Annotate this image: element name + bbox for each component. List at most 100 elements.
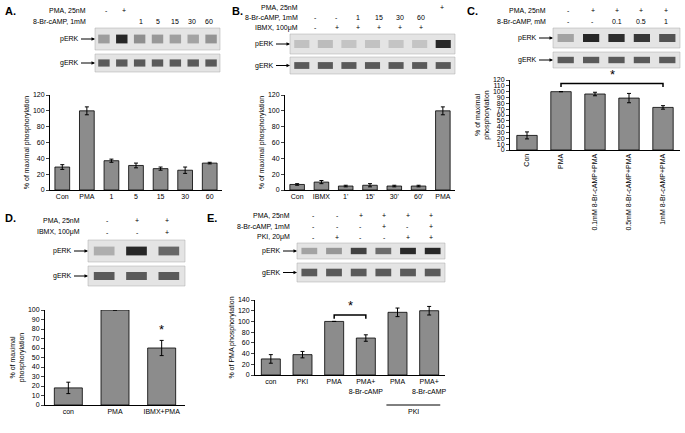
svg-text:100: 100 — [493, 88, 505, 95]
svg-text:A.: A. — [5, 5, 16, 17]
svg-text:-: - — [406, 223, 409, 230]
svg-text:100: 100 — [268, 107, 280, 114]
svg-text:80: 80 — [37, 123, 45, 130]
svg-text:E.: E. — [207, 212, 217, 224]
svg-text:Con: Con — [291, 193, 304, 200]
svg-text:con: con — [63, 408, 74, 415]
svg-text:PMA, 25nM: PMA, 25nM — [49, 7, 86, 14]
svg-text:+: + — [335, 234, 339, 241]
svg-text:30: 30 — [181, 193, 189, 200]
svg-text:IBMX, 100μM: IBMX, 100μM — [255, 24, 298, 32]
svg-text:15: 15 — [157, 193, 165, 200]
svg-text:+: + — [406, 234, 410, 241]
svg-text:-: - — [567, 7, 570, 14]
svg-text:50: 50 — [32, 354, 40, 361]
svg-text:60: 60 — [417, 14, 425, 21]
svg-text:PMA: PMA — [107, 408, 123, 415]
svg-text:0: 0 — [41, 186, 45, 193]
svg-text:+: + — [639, 7, 643, 14]
svg-text:+: + — [335, 24, 339, 31]
svg-text:15': 15' — [365, 193, 374, 200]
svg-text:80: 80 — [32, 325, 40, 332]
svg-text:1mM 8-Br-cAMP+PMA: 1mM 8-Br-cAMP+PMA — [659, 153, 666, 224]
svg-text:30: 30 — [497, 129, 505, 136]
svg-text:20: 20 — [37, 171, 45, 178]
svg-text:0.5: 0.5 — [636, 18, 646, 25]
svg-text:+: + — [419, 24, 423, 31]
svg-text:+: + — [165, 229, 169, 236]
svg-text:+: + — [440, 4, 444, 11]
svg-text:+: + — [382, 223, 386, 230]
svg-text:D.: D. — [5, 212, 16, 224]
svg-text:+: + — [382, 212, 386, 219]
svg-text:100: 100 — [28, 306, 40, 313]
svg-text:PMA, 25nM: PMA, 25nM — [509, 7, 546, 14]
svg-text:20: 20 — [32, 382, 40, 389]
svg-text:+: + — [406, 212, 410, 219]
svg-text:1: 1 — [109, 193, 113, 200]
svg-text:-: - — [105, 7, 108, 14]
svg-text:90: 90 — [32, 316, 40, 323]
svg-text:110: 110 — [493, 82, 504, 89]
svg-text:10: 10 — [32, 392, 40, 399]
svg-text:30: 30 — [396, 14, 404, 21]
svg-text:pERK: pERK — [255, 40, 274, 48]
svg-text:60: 60 — [32, 344, 40, 351]
svg-text:15: 15 — [171, 18, 179, 25]
svg-text:+: + — [356, 24, 360, 31]
svg-text:60: 60 — [242, 339, 250, 346]
svg-text:IBMX, 100μM: IBMX, 100μM — [37, 228, 80, 236]
svg-text:-: - — [136, 229, 139, 236]
svg-text:-: - — [106, 229, 109, 236]
svg-text:gERK: gERK — [262, 269, 281, 277]
svg-text:-: - — [359, 223, 362, 230]
svg-text:PMA: PMA — [327, 378, 343, 385]
svg-text:20: 20 — [497, 135, 505, 142]
svg-text:5: 5 — [134, 193, 138, 200]
svg-text:pERK: pERK — [53, 247, 72, 255]
svg-text:40: 40 — [497, 123, 505, 130]
svg-text:120: 120 — [33, 91, 45, 98]
svg-text:70: 70 — [32, 335, 40, 342]
svg-text:PMA: PMA — [390, 378, 406, 385]
svg-text:+: + — [429, 234, 433, 241]
svg-text:-: - — [336, 223, 339, 230]
svg-text:Con: Con — [56, 193, 69, 200]
svg-text:-: - — [335, 14, 338, 21]
svg-text:PKI: PKI — [408, 408, 419, 415]
svg-text:IBMX: IBMX — [313, 193, 330, 200]
svg-text:0: 0 — [36, 401, 40, 408]
svg-text:PMA+8-Br-cAMP: PMA+8-Br-cAMP — [412, 378, 447, 394]
svg-text:0.5mM 8-Br-cAMP+PMA: 0.5mM 8-Br-cAMP+PMA — [625, 153, 632, 230]
svg-text:1: 1 — [664, 18, 668, 25]
svg-text:Con: Con — [523, 154, 530, 167]
svg-text:+: + — [429, 223, 433, 230]
svg-text:60: 60 — [497, 111, 505, 118]
svg-text:-: - — [314, 14, 317, 21]
svg-text:-: - — [312, 234, 315, 241]
svg-text:*: * — [159, 322, 164, 337]
svg-text:30: 30 — [188, 18, 196, 25]
svg-text:PMA, 25nM: PMA, 25nM — [261, 4, 298, 11]
svg-text:-: - — [106, 217, 109, 224]
svg-text:-: - — [383, 234, 386, 241]
svg-text:40: 40 — [37, 155, 45, 162]
svg-text:90: 90 — [497, 94, 505, 101]
svg-text:% of maximal phosphorylation: % of maximal phosphorylation — [258, 96, 266, 189]
svg-text:8-Br-cAMP, mM: 8-Br-cAMP, mM — [497, 18, 546, 25]
svg-text:5: 5 — [156, 18, 160, 25]
svg-text:C.: C. — [467, 5, 478, 17]
svg-text:+: + — [135, 217, 139, 224]
svg-text:30': 30' — [390, 193, 399, 200]
svg-text:20: 20 — [242, 361, 250, 368]
svg-text:10: 10 — [497, 141, 505, 148]
svg-text:% of maximalphosphorylation: % of maximalphosphorylation — [9, 333, 26, 383]
svg-text:+: + — [165, 217, 169, 224]
svg-text:gERK: gERK — [518, 56, 537, 64]
svg-text:PMA: PMA — [79, 193, 95, 200]
svg-text:50: 50 — [497, 117, 505, 124]
svg-text:0.1: 0.1 — [612, 18, 622, 25]
svg-text:40: 40 — [32, 363, 40, 370]
svg-text:*: * — [610, 67, 615, 82]
svg-text:+: + — [359, 212, 363, 219]
